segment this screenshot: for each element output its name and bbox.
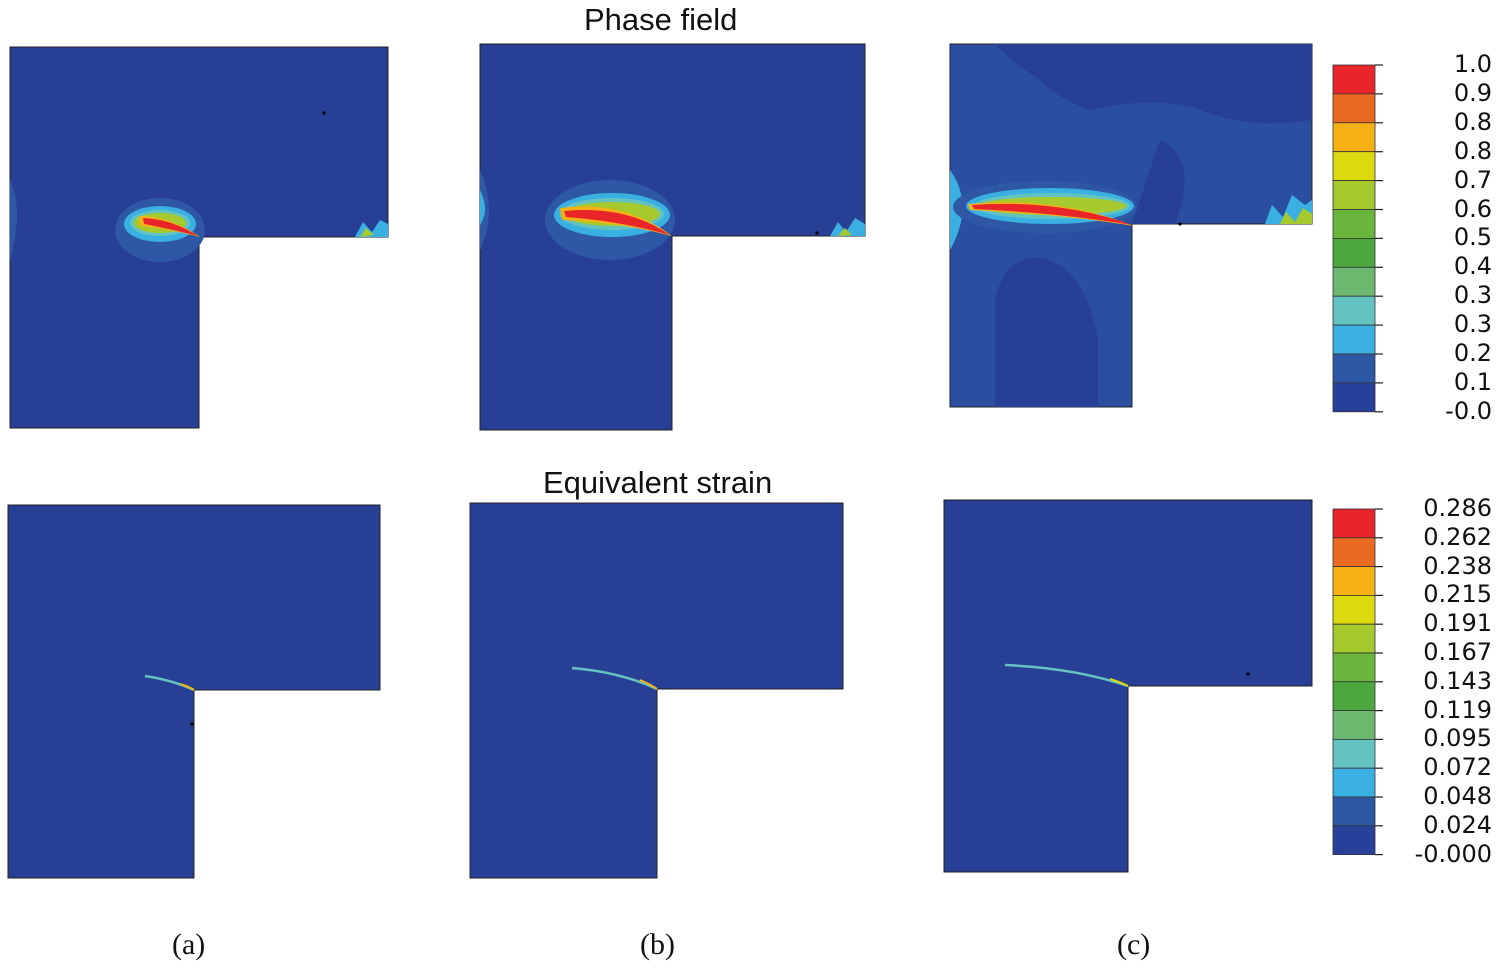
colorbar-swatch: [1332, 382, 1376, 413]
colorbar-swatch: [1332, 151, 1376, 181]
colorbar-swatch: [1332, 324, 1376, 355]
phase-field-panel-b: [479, 43, 866, 431]
colorbar-label: 0.191: [1423, 609, 1492, 638]
equivalent-strain-panel-a: [7, 504, 381, 879]
caption-b: (b): [640, 928, 675, 961]
colorbar-label: 0.143: [1423, 666, 1492, 695]
colorbar-label: 0.119: [1423, 695, 1492, 724]
colorbar-label: 0.167: [1423, 638, 1492, 666]
colorbar-label: 0.8: [1453, 136, 1492, 165]
colorbar-swatch: [1332, 353, 1376, 384]
colorbar-label: 0.1: [1453, 367, 1492, 396]
colorbar-label: -0.000: [1414, 839, 1492, 868]
colorbar-swatch: [1332, 537, 1376, 567]
colorbar-swatch: [1332, 122, 1376, 153]
colorbar-label: 0.9: [1453, 78, 1492, 107]
colorbar-label: 0.3: [1453, 310, 1492, 339]
caption-c: (c): [1117, 928, 1151, 961]
colorbar-label: 0.2: [1453, 339, 1492, 367]
colorbar-swatch: [1332, 595, 1376, 625]
colorbar-swatch: [1332, 738, 1376, 769]
colorbar-swatch: [1332, 93, 1376, 124]
colorbar-label: 0.215: [1423, 580, 1492, 609]
caption-a: (a): [172, 928, 206, 961]
colorbar-swatch: [1332, 566, 1376, 596]
colorbar-label: 0.5: [1453, 223, 1492, 252]
colorbar-swatch: [1332, 825, 1376, 855]
colorbar-label: -0.0: [1445, 396, 1492, 425]
phase-field-title: Phase field: [584, 2, 738, 37]
colorbar-swatch: [1332, 180, 1376, 210]
colorbar-label: 0.8: [1453, 107, 1492, 136]
colorbar-label: 1.0: [1453, 50, 1492, 78]
equivalent-strain-colorbar: [1332, 508, 1383, 856]
colorbar-swatch: [1332, 710, 1376, 740]
colorbar-swatch: [1332, 237, 1376, 268]
colorbar-swatch: [1332, 508, 1376, 539]
colorbar-swatch: [1332, 266, 1376, 297]
phase-field-colorbar: [1332, 64, 1383, 413]
colorbar-label: 0.048: [1423, 782, 1492, 810]
colorbar-swatch: [1332, 681, 1376, 712]
colorbar-swatch: [1332, 64, 1376, 95]
equivalent-strain-title: Equivalent strain: [543, 465, 773, 500]
colorbar-label: 0.238: [1423, 551, 1492, 580]
colorbar-label: 0.024: [1423, 810, 1492, 839]
equivalent-strain-panel-b: [469, 502, 844, 879]
colorbar-label: 0.3: [1453, 281, 1492, 310]
colorbar-swatch: [1332, 295, 1376, 326]
colorbar-swatch: [1332, 209, 1376, 239]
phase-field-panel-a: [9, 46, 389, 429]
colorbar-label: 0.262: [1423, 522, 1492, 551]
colorbar-swatch: [1332, 623, 1376, 654]
colorbar-swatch: [1332, 767, 1376, 798]
colorbar-label: 0.286: [1423, 494, 1492, 522]
colorbar-label: 0.095: [1423, 724, 1492, 753]
colorbar-label: 0.7: [1453, 165, 1492, 194]
colorbar-swatch: [1332, 796, 1376, 827]
colorbar-swatch: [1332, 652, 1376, 683]
phase-field-panel-c: [949, 43, 1313, 408]
colorbar-label: 0.6: [1453, 194, 1492, 223]
equivalent-strain-panel-c: [943, 499, 1313, 873]
colorbar-label: 0.072: [1423, 753, 1492, 782]
colorbar-label: 0.4: [1453, 252, 1492, 281]
